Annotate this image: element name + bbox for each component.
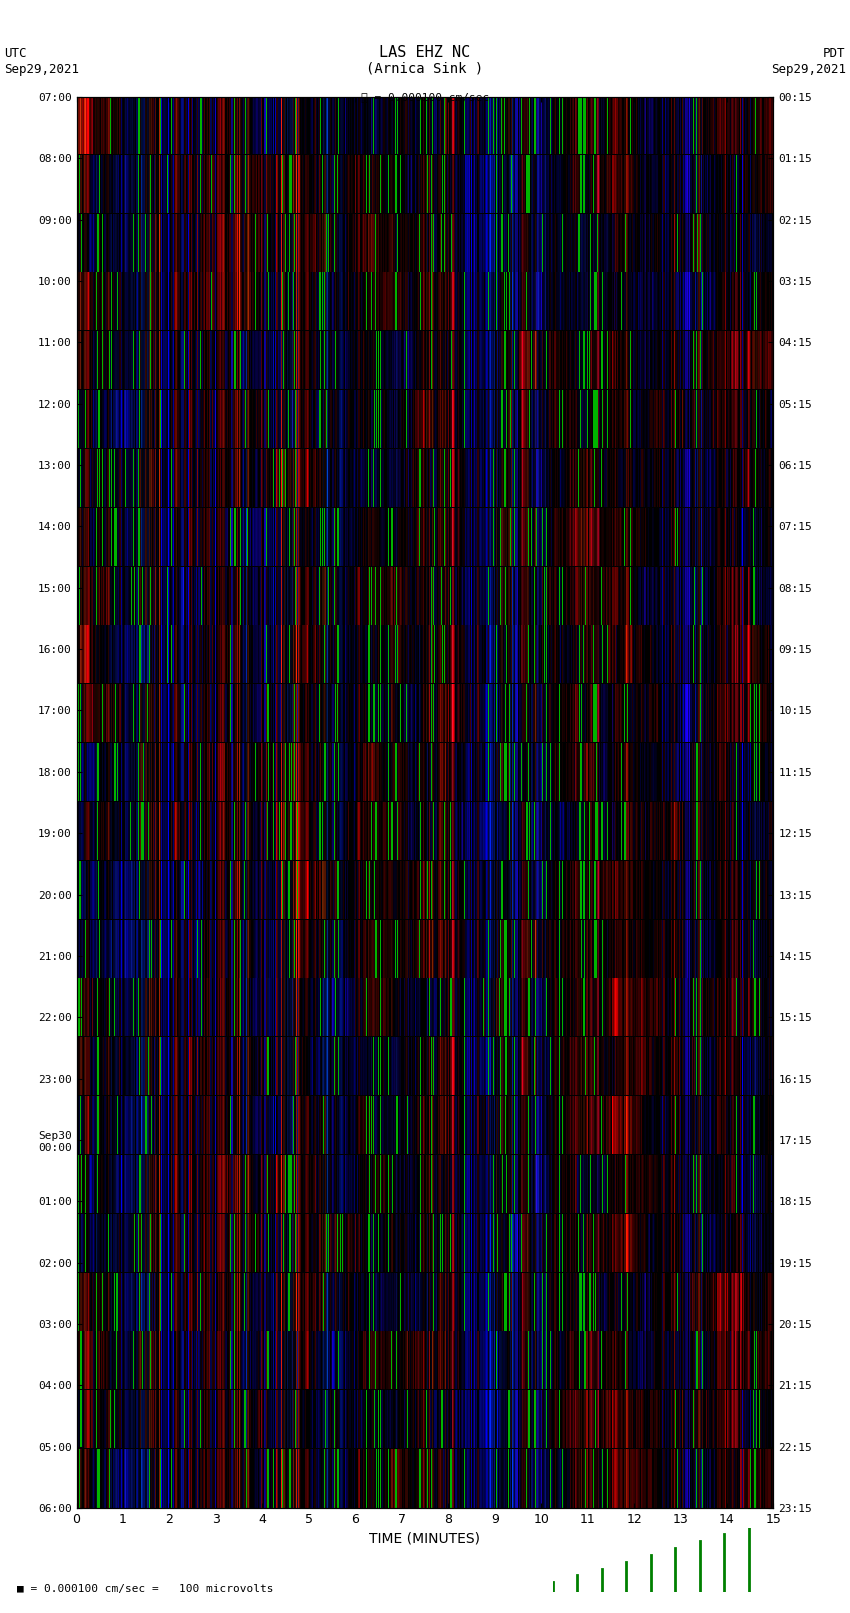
Text: PDT: PDT — [824, 47, 846, 60]
Text: ⏐ = 0.000100 cm/sec: ⏐ = 0.000100 cm/sec — [361, 92, 489, 102]
Text: Sep29,2021: Sep29,2021 — [771, 63, 846, 76]
Text: (Arnica Sink ): (Arnica Sink ) — [366, 61, 484, 76]
Text: LAS EHZ NC: LAS EHZ NC — [379, 45, 471, 60]
X-axis label: TIME (MINUTES): TIME (MINUTES) — [370, 1532, 480, 1545]
Text: UTC: UTC — [4, 47, 26, 60]
Text: ■ = 0.000100 cm/sec =   100 microvolts: ■ = 0.000100 cm/sec = 100 microvolts — [17, 1584, 274, 1594]
Text: Sep29,2021: Sep29,2021 — [4, 63, 79, 76]
